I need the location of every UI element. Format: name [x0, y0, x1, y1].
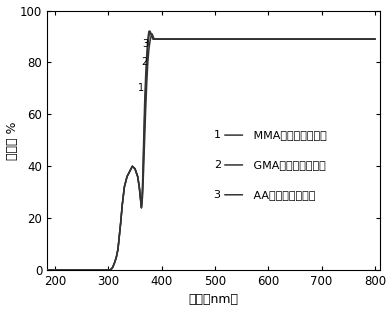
Text: MMA共聚的聚合材料: MMA共聚的聚合材料 [250, 130, 327, 140]
Text: 2: 2 [142, 57, 148, 67]
Text: 1: 1 [214, 130, 221, 140]
X-axis label: 波长（nm）: 波长（nm） [189, 294, 239, 306]
Text: 3: 3 [143, 39, 149, 49]
Text: GMA共聚的聚合材料: GMA共聚的聚合材料 [250, 160, 326, 170]
Y-axis label: 透过率 %: 透过率 % [5, 121, 18, 159]
Text: 2: 2 [214, 160, 221, 170]
Text: 1: 1 [138, 83, 145, 93]
Text: AA共聚的聚合材料: AA共聚的聚合材料 [250, 190, 316, 200]
Text: 3: 3 [214, 190, 221, 200]
